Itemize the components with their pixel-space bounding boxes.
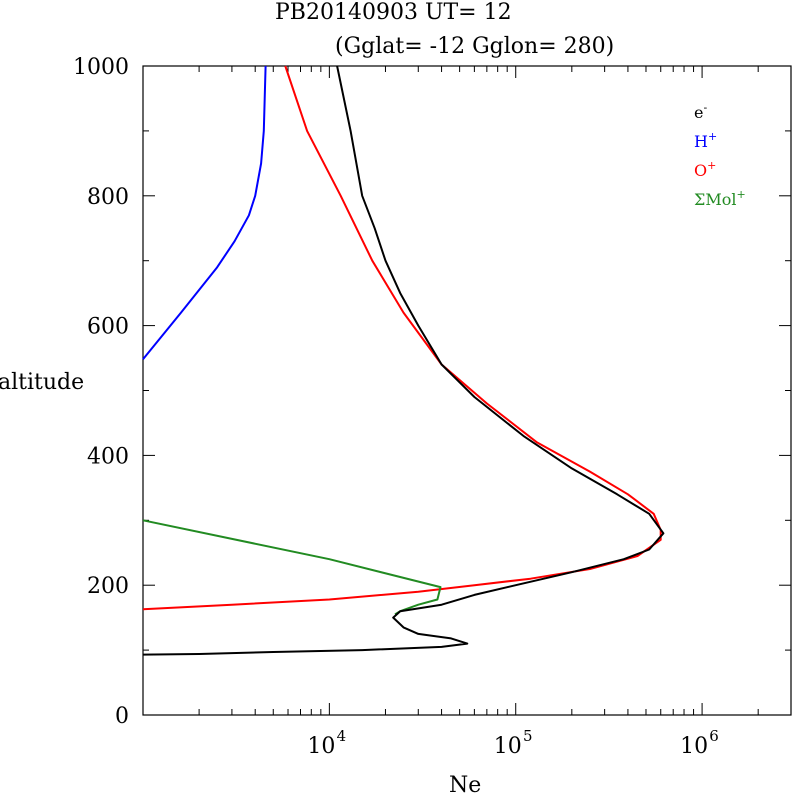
series-layer bbox=[142, 65, 665, 656]
y-tick-label: 1000 bbox=[73, 55, 129, 80]
series-line-1 bbox=[142, 65, 662, 611]
series-line-2 bbox=[142, 519, 442, 616]
legend-entry-superscript: - bbox=[703, 101, 707, 114]
y-tick-label: 600 bbox=[87, 315, 129, 340]
legend-entry: H+ bbox=[694, 130, 717, 151]
x-axis: 10 4 10 5 10 6 bbox=[198, 66, 759, 759]
legend-entry-superscript: + bbox=[707, 159, 716, 172]
legend-entry: e- bbox=[694, 101, 707, 122]
legend-entry-superscript: + bbox=[736, 188, 745, 201]
x-tick-exponent: 6 bbox=[709, 727, 719, 745]
legend-entry: O+ bbox=[694, 159, 716, 180]
y-tick-label: 800 bbox=[87, 185, 129, 210]
chart-subtitle: (Gglat= -12 Gglon= 280) bbox=[335, 34, 614, 59]
legend: e- H+ O+ ΣMol+ bbox=[694, 101, 746, 209]
x-tick-label: 10 bbox=[680, 734, 708, 759]
y-tick-label: 400 bbox=[87, 444, 129, 469]
x-tick-label: 10 bbox=[307, 734, 335, 759]
series-line-3 bbox=[142, 65, 665, 656]
legend-entry-superscript: + bbox=[708, 130, 717, 143]
x-tick-label: 10 bbox=[494, 734, 522, 759]
x-tick-exponent: 5 bbox=[523, 727, 533, 745]
y-axis-label: altitude bbox=[0, 370, 84, 395]
y-axis: 0 200 400 600 800 1000 bbox=[73, 55, 791, 729]
x-axis-label: Ne bbox=[449, 773, 481, 795]
series-line-0 bbox=[142, 65, 267, 360]
x-tick-exponent: 4 bbox=[337, 727, 347, 745]
chart-title-group: PB20140903 UT= 12 (Gglat= -12 Gglon= 280… bbox=[275, 0, 614, 59]
y-tick-label: 0 bbox=[115, 704, 129, 729]
chart-title: PB20140903 UT= 12 bbox=[275, 0, 512, 25]
y-tick-label: 200 bbox=[87, 574, 129, 599]
legend-entry: ΣMol+ bbox=[694, 188, 746, 209]
